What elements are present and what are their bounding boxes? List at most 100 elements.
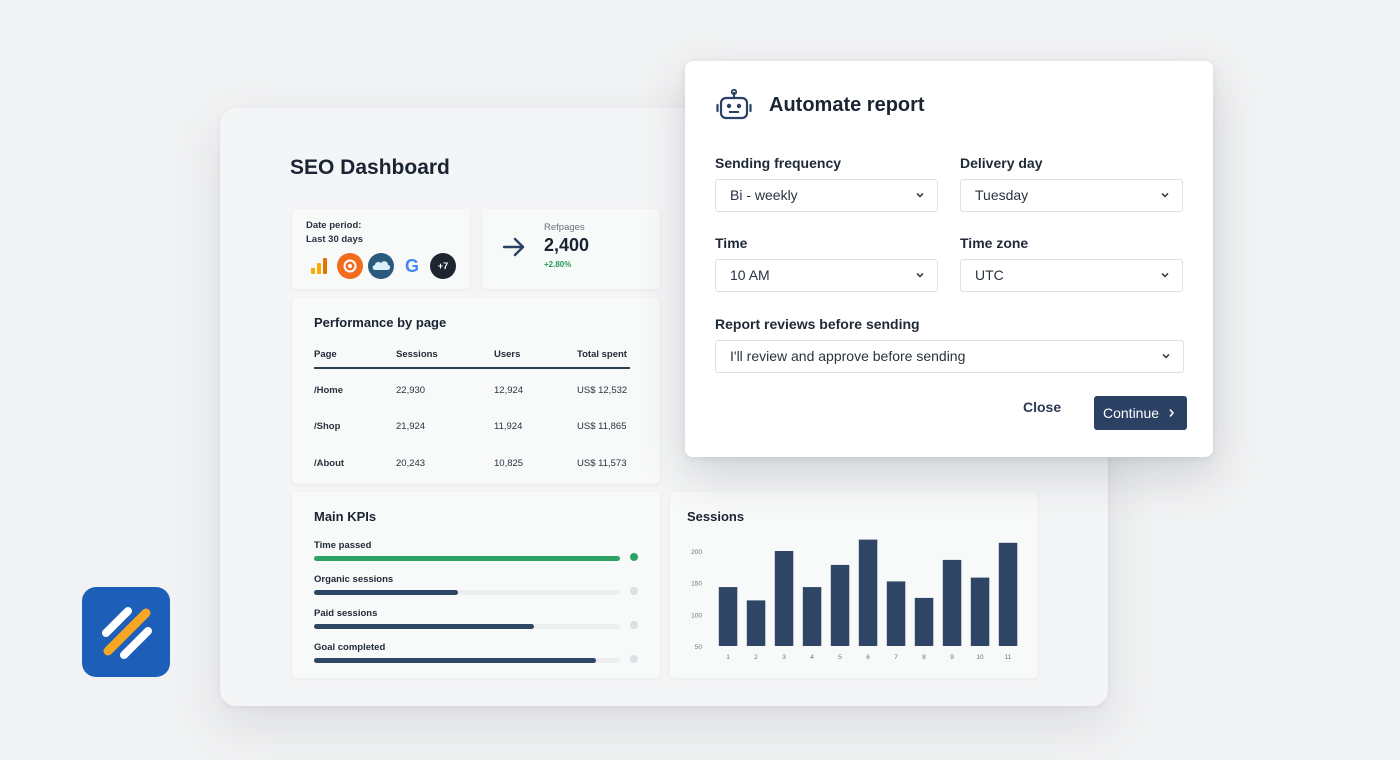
time-zone-label: Time zone	[960, 235, 1029, 251]
time-zone-value: UTC	[975, 267, 1004, 283]
date-period-card: Date period: Last 30 days	[292, 209, 470, 289]
chart-bar[interactable]	[746, 600, 766, 646]
x-tick-label: 8	[922, 654, 926, 661]
sessions-bar-chart: 50 100 150 200 1 2 3 4 5 6 7 8 9 10 11	[691, 539, 1018, 661]
more-integrations-badge[interactable]: +7	[430, 253, 456, 279]
chevron-right-icon	[1169, 409, 1174, 417]
time-value: 10 AM	[730, 267, 770, 283]
analytics-icon[interactable]	[306, 253, 332, 279]
chart-bar[interactable]	[886, 581, 906, 646]
x-tick-label: 6	[866, 654, 870, 661]
chart-bar[interactable]	[914, 597, 934, 646]
delivery-day-select[interactable]: Tuesday	[960, 179, 1183, 212]
kpi-item: Time passed	[314, 540, 638, 561]
table-cell: US$ 12,532	[577, 384, 628, 396]
chart-bar[interactable]	[718, 587, 738, 646]
modal-title: Automate report	[769, 94, 925, 116]
status-dot-icon	[630, 621, 638, 629]
google-icon[interactable]: G	[404, 255, 419, 276]
chart-bar[interactable]	[830, 564, 850, 646]
x-tick-label: 2	[754, 654, 758, 661]
column-header: Page	[314, 348, 396, 369]
table-cell: 22,930	[396, 384, 426, 396]
table-cell: 10,825	[494, 458, 524, 469]
chart-bar[interactable]	[774, 551, 794, 646]
sending-frequency-value: Bi - weekly	[730, 187, 798, 203]
kpi-progress-fill	[314, 556, 620, 561]
kpi-label: Goal completed	[314, 642, 386, 653]
chart-bar[interactable]	[998, 542, 1018, 646]
kpi-item: Paid sessions	[314, 608, 638, 629]
kpis-title: Main KPIs	[314, 509, 377, 524]
refpages-value: 2,400	[544, 235, 590, 255]
table-row[interactable]: /About 20,243 10,825 US$ 11,573	[314, 442, 630, 479]
table-row[interactable]: /Home 22,930 12,924 US$ 12,532	[314, 368, 630, 405]
integrations-row: G +7	[306, 253, 456, 279]
refpages-delta: +2.80%	[544, 260, 572, 269]
table-row[interactable]: /Shop 21,924 11,924 US$ 11,865	[314, 405, 630, 442]
time-zone-select[interactable]: UTC	[960, 259, 1183, 292]
x-tick-label: 3	[782, 654, 786, 661]
sending-frequency-label: Sending frequency	[715, 155, 842, 171]
chevron-down-icon	[1161, 192, 1169, 198]
status-dot-icon	[630, 655, 638, 663]
automate-report-modal: Automate report Sending frequency Bi - w…	[685, 61, 1213, 457]
kpi-progress-track	[314, 556, 620, 561]
delivery-day-label: Delivery day	[960, 155, 1043, 171]
x-tick-label: 7	[894, 654, 898, 661]
chevron-down-icon	[1161, 272, 1169, 278]
continue-button[interactable]: Continue	[1094, 396, 1187, 430]
kpi-progress-fill	[314, 624, 534, 629]
chart-bar[interactable]	[942, 559, 962, 646]
brand-logo	[82, 587, 170, 677]
close-button[interactable]: Close	[1023, 399, 1062, 415]
chevron-down-icon	[1162, 353, 1170, 359]
column-header: Users	[494, 348, 577, 369]
salesforce-icon[interactable]	[368, 253, 394, 279]
x-tick-label: 4	[810, 654, 814, 661]
kpi-progress-track	[314, 624, 620, 629]
kpi-item: Organic sessions	[314, 574, 638, 595]
kpi-item: Goal completed	[314, 642, 638, 663]
kpi-progress-fill	[314, 658, 596, 663]
sessions-title: Sessions	[687, 509, 745, 524]
kpi-progress-track	[314, 658, 620, 663]
column-header: Sessions	[396, 348, 494, 369]
y-tick-label: 100	[691, 612, 702, 619]
refpages-label: Refpages	[544, 222, 585, 233]
kpi-progress-track	[314, 590, 620, 595]
time-select[interactable]: 10 AM	[715, 259, 938, 292]
sending-frequency-select[interactable]: Bi - weekly	[715, 179, 938, 212]
column-header: Total spent	[577, 348, 630, 369]
table-cell: 12,924	[494, 384, 524, 396]
semrush-icon[interactable]	[337, 253, 363, 279]
report-review-select[interactable]: I'll review and approve before sending	[715, 340, 1184, 373]
x-tick-label: 5	[838, 654, 842, 661]
continue-label: Continue	[1103, 405, 1160, 421]
date-period-label: Date period:	[306, 220, 362, 231]
robot-icon	[716, 89, 752, 120]
kpi-label: Organic sessions	[314, 574, 394, 585]
chart-bar[interactable]	[970, 577, 990, 646]
kpi-label: Time passed	[314, 540, 372, 551]
performance-by-page-card: Performance by page Page Sessions Users …	[292, 298, 660, 484]
x-tick-label: 9	[950, 654, 954, 661]
chart-bar[interactable]	[802, 587, 822, 646]
chart-bar[interactable]	[858, 539, 878, 646]
table-cell: /About	[314, 458, 345, 469]
arrow-right-icon	[502, 237, 525, 257]
date-period-value: Last 30 days	[306, 234, 364, 245]
performance-table: Page Sessions Users Total spent /Home 22…	[314, 348, 630, 479]
table-cell: US$ 11,865	[577, 421, 627, 432]
delivery-day-value: Tuesday	[975, 187, 1029, 203]
dashboard-title: SEO Dashboard	[290, 156, 450, 179]
check-circle-icon	[630, 553, 638, 561]
y-tick-label: 150	[691, 581, 702, 588]
report-review-value: I'll review and approve before sending	[730, 348, 966, 364]
status-dot-icon	[630, 587, 638, 595]
brand-logo-icon	[102, 607, 152, 659]
x-tick-label: 1	[726, 654, 730, 661]
time-label: Time	[715, 235, 748, 251]
sessions-chart-card: Sessions 50 100 150 200 1 2 3 4 5 6 7 8 9 10 11	[670, 492, 1038, 678]
table-cell: /Shop	[314, 421, 341, 432]
